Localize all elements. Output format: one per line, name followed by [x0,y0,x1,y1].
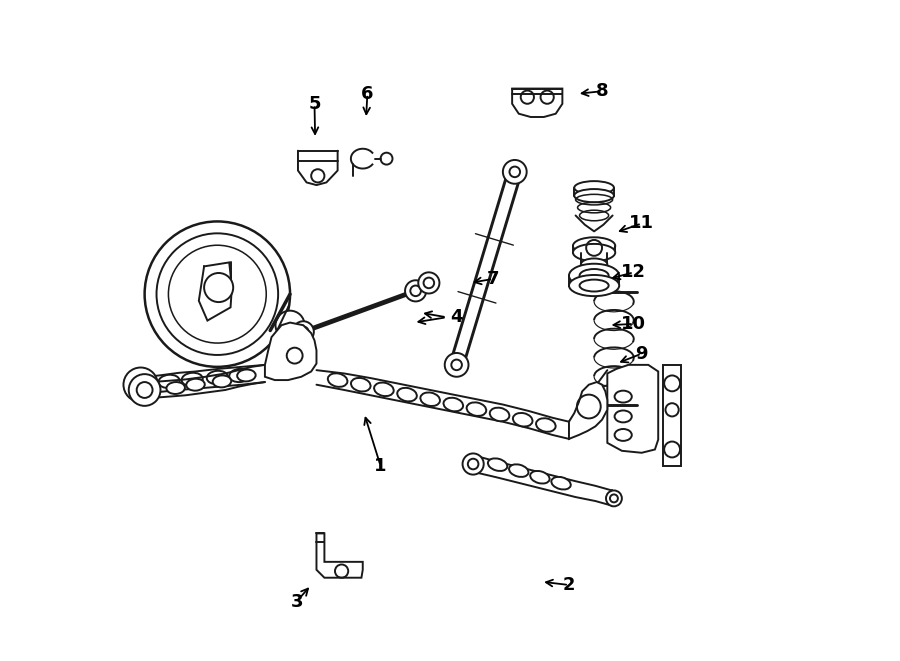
Text: 12: 12 [621,263,646,282]
Text: 10: 10 [621,315,646,333]
Polygon shape [608,365,658,453]
Ellipse shape [488,458,508,471]
Circle shape [145,221,290,367]
Polygon shape [199,262,232,321]
Ellipse shape [513,413,533,426]
Text: 3: 3 [291,592,303,611]
Circle shape [123,368,158,402]
Text: 6: 6 [361,85,374,103]
Polygon shape [512,89,562,117]
Circle shape [129,374,160,406]
Ellipse shape [212,375,231,387]
Ellipse shape [490,408,509,421]
Ellipse shape [466,403,486,416]
Circle shape [405,280,427,301]
Ellipse shape [509,464,528,477]
Ellipse shape [569,275,619,296]
Ellipse shape [238,369,256,381]
Circle shape [204,273,233,302]
Ellipse shape [573,237,616,254]
Circle shape [445,353,469,377]
Polygon shape [317,533,363,578]
Ellipse shape [569,264,619,288]
Ellipse shape [230,369,250,382]
Ellipse shape [536,418,555,432]
Ellipse shape [397,388,417,401]
Text: 9: 9 [635,344,648,363]
Polygon shape [662,365,681,466]
Text: 1: 1 [374,457,387,475]
Ellipse shape [580,258,608,270]
Ellipse shape [573,244,616,261]
Polygon shape [265,323,317,380]
Ellipse shape [444,398,464,411]
Circle shape [463,453,483,475]
Text: 11: 11 [629,214,654,233]
Ellipse shape [530,471,550,484]
Text: 5: 5 [308,95,320,114]
Ellipse shape [420,393,440,406]
Ellipse shape [351,378,371,391]
Ellipse shape [574,189,614,202]
Text: 7: 7 [487,270,500,288]
Polygon shape [569,382,608,439]
Ellipse shape [166,382,184,394]
Circle shape [503,160,526,184]
Circle shape [606,490,622,506]
Ellipse shape [574,181,614,194]
Ellipse shape [374,383,393,396]
Circle shape [292,321,314,342]
Ellipse shape [552,477,571,490]
Ellipse shape [182,373,202,386]
Text: 2: 2 [562,576,575,594]
Text: 4: 4 [450,308,463,327]
Ellipse shape [186,379,205,391]
Circle shape [418,272,439,293]
Ellipse shape [328,373,347,387]
Circle shape [275,311,304,340]
Ellipse shape [158,375,180,388]
Ellipse shape [207,371,228,384]
Text: 8: 8 [596,82,608,100]
